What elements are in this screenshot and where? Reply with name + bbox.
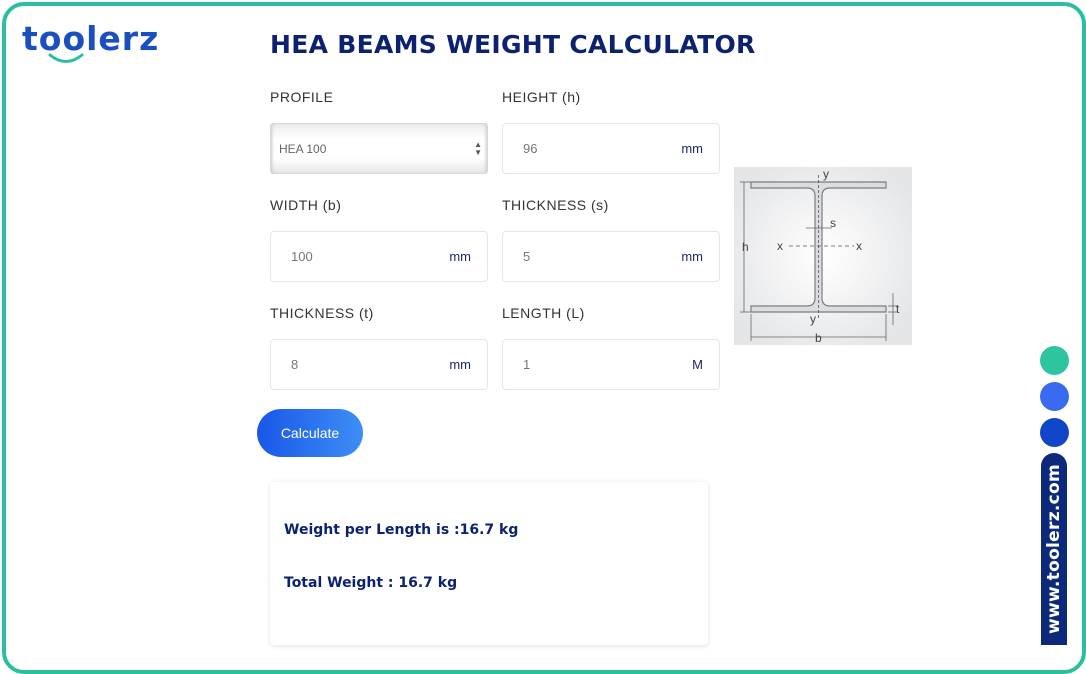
total-weight-text: Total Weight : 16.7 kg — [284, 575, 458, 591]
width-unit: mm — [449, 249, 471, 264]
height-label: HEIGHT (h) — [502, 89, 581, 105]
svg-text:b: b — [815, 331, 822, 345]
calculate-button[interactable]: Calculate — [257, 409, 363, 457]
side-url-text: www.toolerz.com — [1044, 463, 1064, 635]
thickness-s-value: 5 — [523, 249, 531, 264]
width-value: 100 — [291, 249, 313, 264]
profile-select[interactable]: HEA 100 ▲ ▼ — [270, 123, 488, 174]
height-value: 96 — [523, 141, 538, 156]
select-arrows-icon: ▲ ▼ — [474, 140, 482, 157]
profile-select-value: HEA 100 — [279, 142, 327, 156]
height-input[interactable]: 96 mm — [502, 123, 720, 174]
page-title: HEA BEAMS WEIGHT CALCULATOR — [270, 30, 756, 59]
thickness-s-unit: mm — [681, 249, 703, 264]
logo-text: toolerz — [22, 19, 160, 58]
svg-text:t: t — [896, 302, 900, 316]
width-label: WIDTH (b) — [270, 197, 342, 213]
smile-icon — [48, 53, 84, 63]
svg-text:y: y — [810, 312, 816, 326]
length-unit: M — [692, 357, 703, 372]
thickness-t-value: 8 — [291, 357, 299, 372]
width-input[interactable]: 100 mm — [270, 231, 488, 282]
length-input[interactable]: 1 M — [502, 339, 720, 390]
svg-text:h: h — [742, 240, 749, 254]
theme-dot-dark-blue[interactable] — [1040, 418, 1069, 447]
thickness-s-label: THICKNESS (s) — [502, 197, 609, 213]
hea-beam-icon: y y s h x x t b — [734, 167, 912, 345]
height-unit: mm — [681, 141, 703, 156]
weight-per-length-text: Weight per Length is :16.7 kg — [284, 522, 519, 538]
svg-text:x: x — [856, 239, 862, 253]
svg-text:x: x — [777, 239, 783, 253]
side-url-tab[interactable] — [1041, 453, 1067, 645]
length-label: LENGTH (L) — [502, 305, 585, 321]
thickness-s-input[interactable]: 5 mm — [502, 231, 720, 282]
result-panel: Weight per Length is :16.7 kg Total Weig… — [270, 482, 708, 645]
profile-label: PROFILE — [270, 89, 334, 105]
svg-text:s: s — [830, 216, 836, 230]
thickness-t-input[interactable]: 8 mm — [270, 339, 488, 390]
thickness-t-label: THICKNESS (t) — [270, 305, 374, 321]
theme-dot-green[interactable] — [1040, 346, 1069, 375]
beam-diagram: y y s h x x t b — [734, 167, 912, 345]
thickness-t-unit: mm — [449, 357, 471, 372]
logo[interactable]: toolerz — [22, 19, 160, 63]
svg-text:y: y — [823, 167, 829, 181]
length-value: 1 — [523, 357, 531, 372]
theme-dot-blue[interactable] — [1040, 382, 1069, 411]
